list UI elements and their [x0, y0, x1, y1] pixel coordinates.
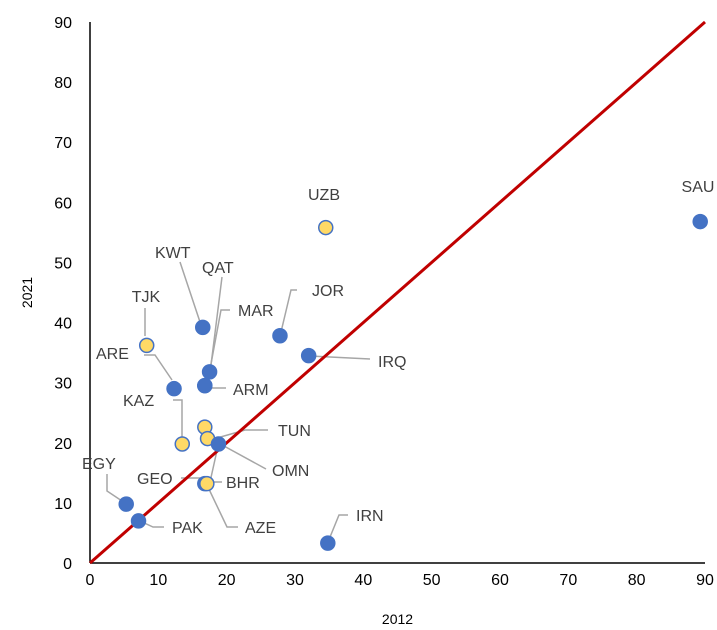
x-tick-label: 50 [423, 572, 441, 589]
y-tick-label: 70 [54, 135, 72, 152]
point-label-arm: ARM [233, 382, 269, 399]
leader-line-are [144, 354, 173, 381]
marker-kaz [174, 436, 190, 452]
leader-line-irn [327, 514, 348, 543]
point-label-bhr: BHR [226, 475, 260, 492]
marker-pak [130, 513, 147, 529]
x-tick-label: 10 [149, 572, 167, 589]
point-labels: SAU UZB JOR IRQ KWT QAT MAR ARM TJK ARE KAZ TUN OMN B… [82, 179, 714, 537]
point-label-irq: IRQ [378, 354, 406, 371]
marker-arm [197, 377, 213, 394]
point-label-qat: QAT [202, 260, 234, 277]
leader-line-jor [280, 289, 297, 333]
marker-kwt [195, 319, 211, 336]
point-label-tun: TUN [278, 423, 311, 440]
leader-line-mar [207, 309, 230, 381]
y-tick-label: 30 [54, 376, 72, 393]
marker-sau [692, 213, 708, 230]
point-label-tjk: TJK [132, 289, 161, 306]
marker-tjk [138, 337, 155, 354]
data-markers [118, 213, 708, 551]
x-tick-label: 20 [218, 572, 236, 589]
point-label-egy: EGY [82, 456, 116, 473]
x-tick-label: 0 [86, 572, 95, 589]
x-tick-label: 60 [491, 572, 509, 589]
x-tick-label: 30 [286, 572, 304, 589]
point-label-sau: SAU [682, 179, 715, 196]
x-tick-labels: 0 10 20 30 40 50 60 70 80 90 [86, 572, 714, 589]
x-tick-label: 40 [354, 572, 372, 589]
marker-egy [118, 496, 134, 512]
diagonal-reference-line [89, 20, 706, 565]
y-tick-label: 80 [54, 75, 72, 92]
marker-qat [201, 364, 218, 380]
point-label-kaz: KAZ [123, 393, 154, 410]
x-tick-label: 90 [696, 572, 714, 589]
y-tick-label: 40 [54, 316, 72, 333]
y-tick-label: 90 [54, 15, 72, 32]
x-axis-title: 2012 [382, 611, 413, 627]
y-tick-label: 0 [63, 556, 72, 573]
point-label-are: ARE [96, 346, 129, 363]
marker-are [166, 380, 182, 397]
leader-line-egy [106, 474, 126, 504]
marker-jor [272, 328, 288, 344]
y-tick-label: 10 [54, 496, 72, 513]
leader-line-aze [206, 484, 238, 528]
point-label-uzb: UZB [308, 187, 340, 204]
point-label-pak: PAK [172, 520, 203, 537]
leader-line-irq [309, 355, 371, 360]
leader-line-kaz [173, 399, 183, 437]
y-tick-label: 20 [54, 436, 72, 453]
marker-aze [199, 475, 215, 492]
point-label-mar: MAR [238, 303, 274, 320]
leader-line-tun [209, 429, 268, 441]
point-label-jor: JOR [312, 283, 344, 300]
point-label-omn: OMN [272, 463, 309, 480]
marker-irn [320, 535, 336, 551]
marker-bhr [210, 436, 227, 452]
point-label-kwt: KWT [155, 245, 191, 262]
marker-irq [300, 347, 317, 364]
marker-uzb [318, 219, 334, 236]
x-tick-label: 70 [559, 572, 577, 589]
y-axis-title: 2021 [19, 277, 35, 308]
x-tick-label: 80 [628, 572, 646, 589]
y-tick-label: 50 [54, 255, 72, 272]
y-tick-label: 60 [54, 195, 72, 212]
point-label-geo: GEO [137, 471, 173, 488]
point-label-aze: AZE [245, 520, 276, 537]
y-tick-labels: 0 10 20 30 40 50 60 70 80 90 [54, 15, 72, 573]
leader-line-kwt [179, 261, 201, 323]
point-label-irn: IRN [356, 508, 384, 525]
